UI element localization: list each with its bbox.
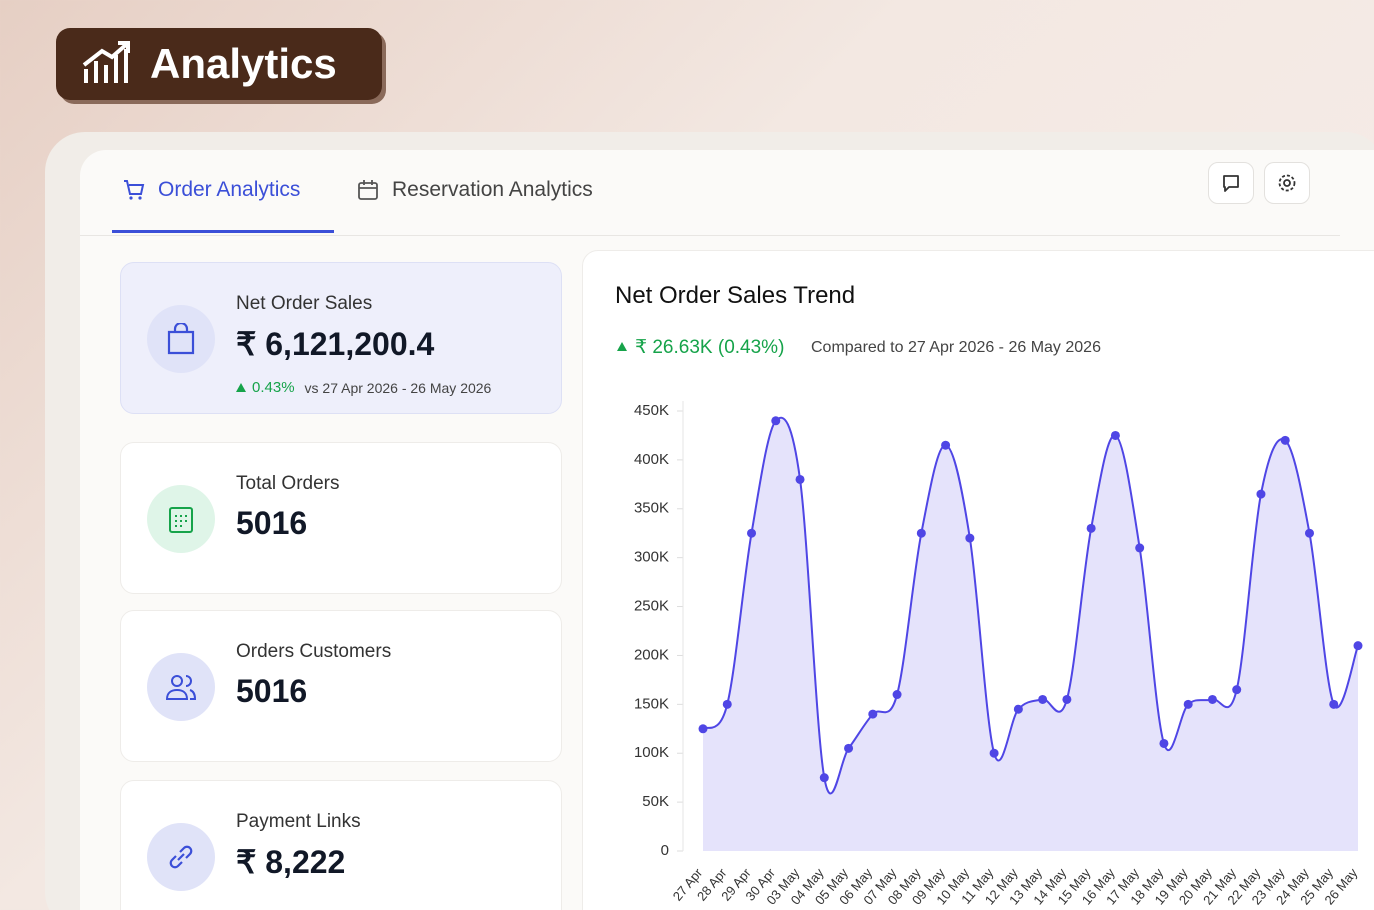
stat-card[interactable]: Payment Links ₹ 8,222 xyxy=(120,780,562,910)
y-tick-label: 400K xyxy=(634,451,669,468)
change-compare: vs 27 Apr 2026 - 26 May 2026 xyxy=(304,379,492,396)
tab[interactable]: Order Analytics xyxy=(122,178,300,202)
point xyxy=(1013,704,1023,714)
chart-card: Net Order Sales Trend ₹ 26.63K (0.43%) C… xyxy=(582,250,1374,910)
badge-title: Analytics xyxy=(150,40,337,87)
link-icon xyxy=(147,823,215,891)
point xyxy=(1159,738,1169,748)
settings-button[interactable] xyxy=(1264,162,1310,204)
line xyxy=(702,416,1359,795)
point xyxy=(1207,694,1217,704)
chart-subtitle: Compared to 27 Apr 2026 - 26 May 2026 xyxy=(811,339,1101,356)
point xyxy=(1135,543,1145,553)
chart-title: Net Order Sales Trend xyxy=(615,282,855,309)
panel: Order Analytics Reservation Analytics Ne… xyxy=(80,150,1374,910)
settings-icon xyxy=(1278,174,1296,192)
point xyxy=(989,748,999,758)
badge: Analytics xyxy=(56,28,382,100)
chat-button[interactable] xyxy=(1208,162,1254,204)
point xyxy=(941,440,951,450)
point xyxy=(1304,528,1314,538)
point xyxy=(1232,685,1242,695)
point xyxy=(1353,641,1363,651)
area xyxy=(703,417,1358,851)
point xyxy=(819,773,829,783)
badge-icon xyxy=(82,41,130,83)
tab-label: Reservation Analytics xyxy=(392,178,593,201)
chart-change: ₹ 26.63K (0.43%) xyxy=(635,337,784,358)
point xyxy=(771,416,781,426)
point xyxy=(892,690,902,700)
point xyxy=(1062,694,1072,704)
stat-label: Total Orders xyxy=(236,473,340,494)
y-tick-label: 50K xyxy=(642,793,669,810)
point xyxy=(868,709,878,719)
y-tick-label: 150K xyxy=(634,695,669,712)
point xyxy=(1110,430,1120,440)
stat-card[interactable]: Total Orders 5016 xyxy=(120,442,562,594)
point xyxy=(1086,523,1096,533)
chart: Net Order Sales Trend ₹ 26.63K (0.43%) C… xyxy=(615,282,1363,908)
chat-icon xyxy=(1223,175,1239,192)
point xyxy=(965,533,975,543)
stat-value: ₹ 8,222 xyxy=(236,844,346,880)
orders-icon xyxy=(147,485,215,553)
y-tick-label: 450K xyxy=(634,402,669,419)
y-tick-label: 350K xyxy=(634,500,669,517)
y-tick-label: 100K xyxy=(634,744,669,761)
customers-icon xyxy=(147,653,215,721)
y-tick-label: 0 xyxy=(661,842,669,859)
point xyxy=(722,699,732,709)
stat-value: ₹ 6,121,200.4 xyxy=(236,326,435,362)
cart-icon xyxy=(124,180,145,200)
point xyxy=(1183,699,1193,709)
point xyxy=(1280,435,1290,445)
point xyxy=(844,743,854,753)
stat-card[interactable]: Orders Customers 5016 xyxy=(120,610,562,762)
point xyxy=(916,528,926,538)
change-value: 0.43% xyxy=(252,379,295,396)
stat-label: Orders Customers xyxy=(236,641,392,662)
calendar-icon xyxy=(358,180,378,200)
stat-value: 5016 xyxy=(236,505,308,541)
point xyxy=(795,474,805,484)
stat-change: 0.43% vs 27 Apr 2026 - 26 May 2026 xyxy=(236,379,491,396)
up-arrow xyxy=(617,342,627,351)
tab-bar: Order Analytics Reservation Analytics xyxy=(80,150,1340,236)
point xyxy=(1329,699,1339,709)
tab-underline xyxy=(112,230,334,233)
y-tick-label: 250K xyxy=(634,598,669,615)
y-tick-label: 200K xyxy=(634,646,669,663)
y-tick-label: 300K xyxy=(634,549,669,566)
tab-label: Order Analytics xyxy=(158,178,301,201)
stat-value: 5016 xyxy=(236,673,308,709)
point xyxy=(698,724,708,734)
point xyxy=(1038,694,1048,704)
stat-label: Net Order Sales xyxy=(236,293,373,314)
stat-label: Payment Links xyxy=(236,811,361,832)
point xyxy=(747,528,757,538)
point xyxy=(1256,489,1266,499)
tab[interactable]: Reservation Analytics xyxy=(356,178,593,202)
bag-icon xyxy=(147,305,215,373)
stat-card[interactable]: Net Order Sales ₹ 6,121,200.4 0.43% vs 27… xyxy=(120,262,562,414)
